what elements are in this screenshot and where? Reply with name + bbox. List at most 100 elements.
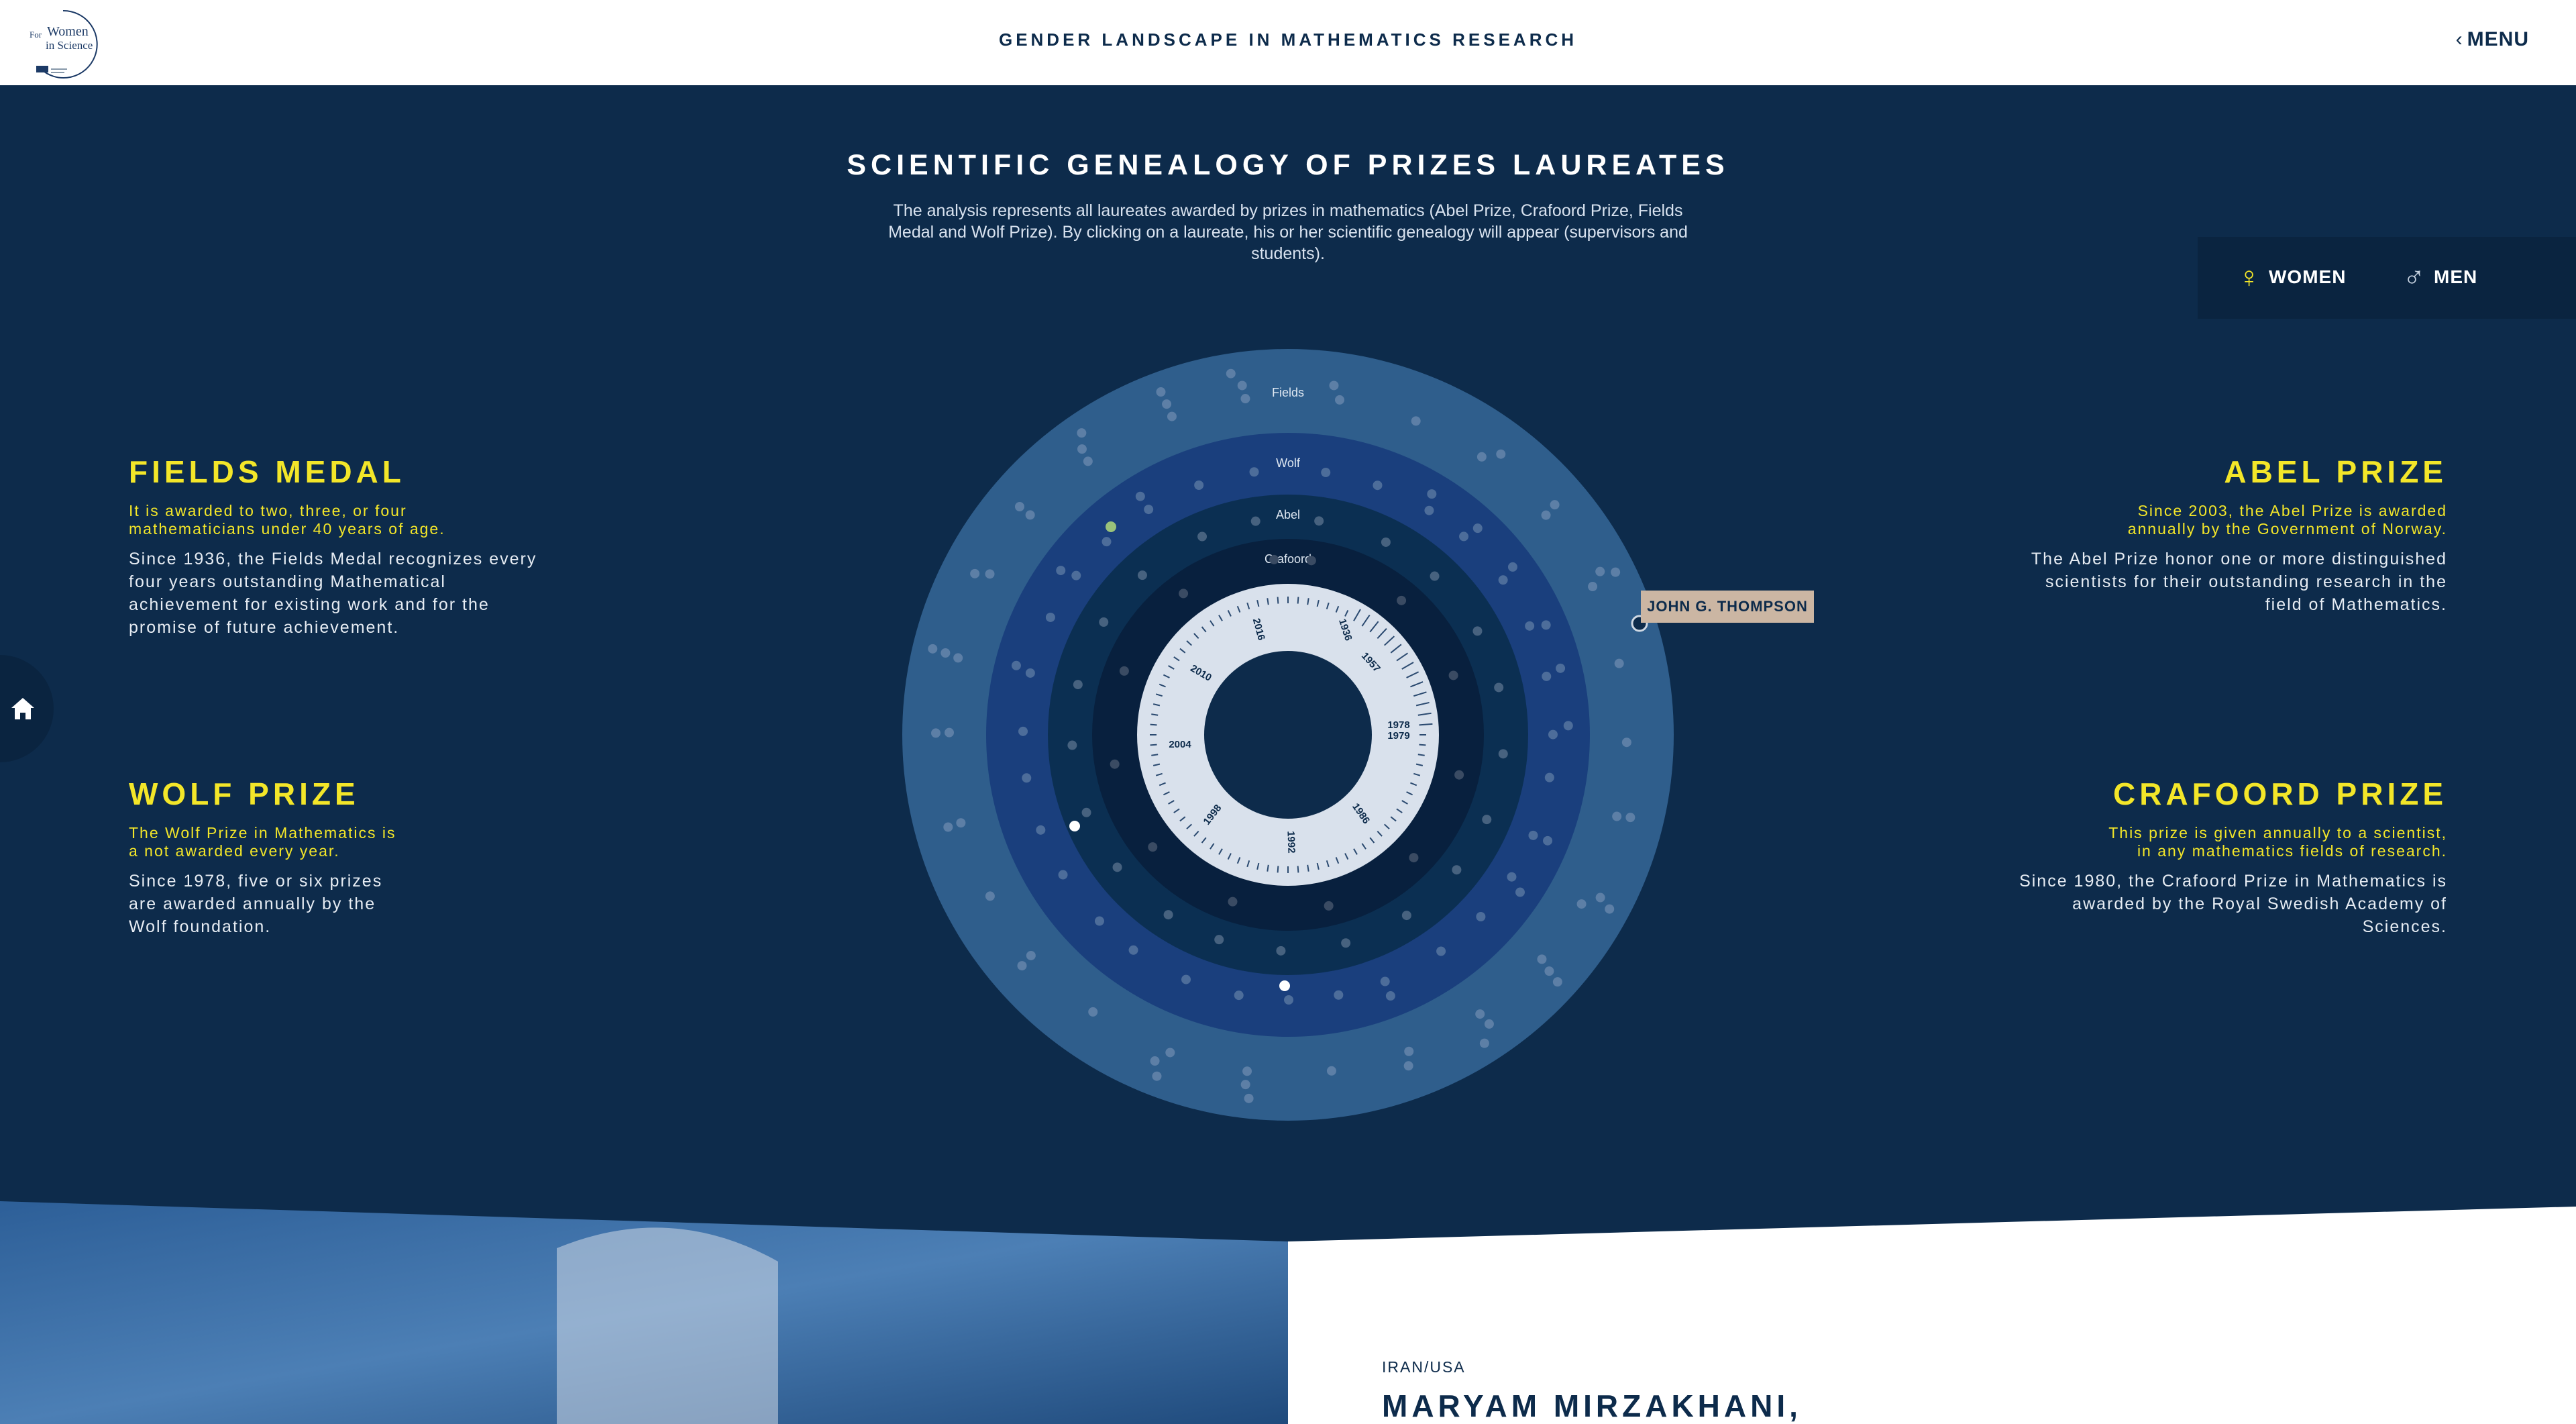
laureate-dot[interactable] (1552, 977, 1562, 987)
laureate-dot[interactable] (1605, 904, 1615, 914)
laureate-dot[interactable] (1385, 991, 1395, 1001)
laureate-dot[interactable] (1167, 411, 1177, 421)
laureate-dot[interactable] (1436, 946, 1446, 956)
laureate-dot[interactable] (1341, 938, 1351, 948)
laureate-dot[interactable] (1321, 468, 1331, 478)
laureate-dot[interactable] (1507, 872, 1517, 882)
laureate-dot[interactable] (1214, 935, 1224, 945)
laureate-dot[interactable] (1162, 399, 1172, 409)
laureate-dot[interactable] (985, 891, 995, 901)
laureate-dot[interactable] (1150, 1056, 1160, 1066)
laureate-dot[interactable] (1250, 516, 1260, 526)
laureate-dot[interactable] (931, 728, 941, 738)
laureate-dot-woman[interactable] (1279, 980, 1290, 991)
laureate-dot[interactable] (1324, 901, 1334, 911)
laureate-dot[interactable] (1018, 726, 1028, 736)
laureate-dot[interactable] (1448, 670, 1458, 680)
laureate-dot[interactable] (1611, 567, 1621, 577)
legend-women-filter[interactable]: ♀ WOMEN (2238, 261, 2346, 295)
laureate-dot-woman[interactable] (1069, 821, 1080, 831)
laureate-dot[interactable] (1475, 1009, 1485, 1019)
laureate-dot[interactable] (1563, 721, 1573, 731)
laureate-dot[interactable] (1612, 811, 1622, 821)
laureate-dot[interactable] (1237, 380, 1247, 391)
laureate-dot[interactable] (1430, 571, 1440, 581)
laureate-dot[interactable] (1011, 660, 1021, 670)
laureate-dot[interactable] (1056, 566, 1066, 576)
laureate-dot[interactable] (1409, 853, 1419, 863)
laureate-dot[interactable] (1234, 990, 1244, 1001)
laureate-dot[interactable] (1541, 510, 1551, 520)
laureate-dot[interactable] (1498, 749, 1508, 759)
laureate-dot[interactable] (1099, 617, 1109, 627)
laureate-dot[interactable] (1403, 1061, 1413, 1071)
laureate-dot[interactable] (1112, 862, 1122, 872)
for-women-in-science-logo[interactable] (27, 8, 99, 81)
laureate-dot[interactable] (1484, 1019, 1494, 1029)
laureate-dot[interactable] (1528, 830, 1538, 840)
laureate-dot[interactable] (1128, 945, 1138, 955)
laureate-dot[interactable] (1244, 1093, 1254, 1103)
laureate-dot[interactable] (1077, 444, 1087, 454)
laureate-dot[interactable] (1110, 759, 1120, 769)
laureate-dot[interactable] (1496, 449, 1506, 459)
laureate-dot[interactable] (1614, 658, 1624, 668)
laureate-dot[interactable] (1306, 556, 1316, 566)
laureate-dot[interactable] (956, 818, 966, 828)
legend-men-filter[interactable]: ♂ MEN (2403, 261, 2477, 295)
laureate-dot[interactable] (970, 568, 980, 578)
laureate-dot[interactable] (1427, 489, 1437, 499)
laureate-dot[interactable] (1314, 516, 1324, 526)
laureate-dot[interactable] (1156, 387, 1166, 397)
laureate-dot[interactable] (1077, 428, 1087, 438)
laureate-dot[interactable] (1181, 974, 1191, 984)
laureate-dot[interactable] (1452, 865, 1462, 875)
laureate-dot[interactable] (1276, 946, 1286, 956)
laureate-dot[interactable] (1025, 510, 1035, 520)
laureate-dot[interactable] (1334, 990, 1344, 1000)
laureate-dot[interactable] (928, 644, 938, 654)
laureate-dot[interactable] (1542, 671, 1552, 681)
laureate-dot[interactable] (1494, 682, 1504, 693)
laureate-dot[interactable] (1025, 668, 1035, 678)
laureate-dot[interactable] (1137, 570, 1147, 580)
laureate-dot[interactable] (1482, 815, 1492, 825)
laureate-dot[interactable] (1404, 1046, 1414, 1056)
laureate-dot[interactable] (1163, 910, 1173, 920)
laureate-dot[interactable] (1544, 966, 1554, 976)
laureate-dot[interactable] (1401, 911, 1411, 921)
laureate-dot[interactable] (1014, 502, 1024, 512)
laureate-dot[interactable] (1197, 531, 1208, 542)
laureate-dot[interactable] (1472, 626, 1483, 636)
laureate-dot[interactable] (1537, 954, 1547, 964)
laureate-dot-woman[interactable] (1106, 521, 1116, 532)
laureate-dot[interactable] (1045, 612, 1055, 622)
laureate-dot[interactable] (1094, 916, 1104, 926)
laureate-dot[interactable] (1476, 911, 1486, 921)
laureate-dot[interactable] (1242, 1066, 1252, 1076)
laureate-dot[interactable] (1459, 531, 1469, 542)
laureate-dot[interactable] (1588, 582, 1598, 592)
laureate-dot[interactable] (1373, 480, 1383, 491)
laureate-dot[interactable] (1165, 1048, 1175, 1058)
laureate-dot[interactable] (1507, 562, 1517, 572)
laureate-dot[interactable] (1498, 575, 1508, 585)
laureate-dot[interactable] (1102, 537, 1112, 547)
laureate-dot[interactable] (1411, 416, 1421, 426)
laureate-dot[interactable] (1595, 566, 1605, 576)
laureate-dot[interactable] (1148, 842, 1158, 852)
laureate-dot[interactable] (1036, 825, 1046, 835)
home-button[interactable] (0, 655, 54, 762)
laureate-dot[interactable] (1477, 452, 1487, 462)
laureate-dot[interactable] (1249, 467, 1259, 477)
laureate-dot[interactable] (1152, 1071, 1162, 1081)
laureate-dot[interactable] (1226, 368, 1236, 378)
laureate-dot[interactable] (1621, 738, 1631, 748)
laureate-dot[interactable] (1381, 537, 1391, 547)
laureate-dot[interactable] (1334, 395, 1344, 405)
laureate-dot[interactable] (1525, 621, 1535, 631)
laureate-dot[interactable] (1135, 491, 1145, 501)
laureate-dot[interactable] (1017, 961, 1027, 971)
laureate-dot[interactable] (953, 653, 963, 663)
laureate-dot[interactable] (943, 822, 953, 832)
